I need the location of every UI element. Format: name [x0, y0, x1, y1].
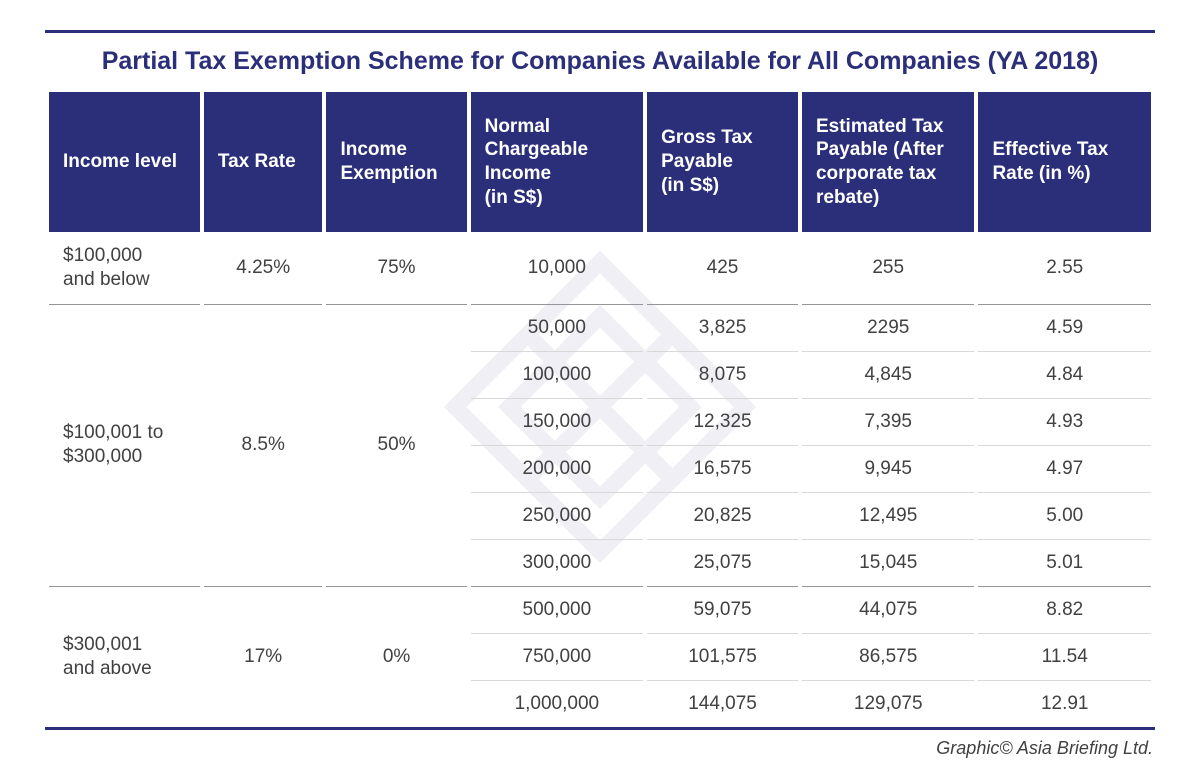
cell-nci: 750,000	[471, 634, 643, 681]
cell-gross: 12,325	[647, 399, 798, 446]
cell-eff: 2.55	[978, 232, 1151, 305]
cell-est: 86,575	[802, 634, 974, 681]
cell-nci: 500,000	[471, 587, 643, 634]
cell-tax-rate: 17%	[204, 587, 323, 727]
cell-income-level: $300,001and above	[49, 587, 200, 727]
col-header-0: Income level	[49, 92, 200, 232]
cell-gross: 101,575	[647, 634, 798, 681]
table-title: Partial Tax Exemption Scheme for Compani…	[45, 33, 1155, 92]
table-row: $300,001and above17%0%500,00059,07544,07…	[49, 587, 1151, 634]
cell-tax-rate: 8.5%	[204, 305, 323, 587]
col-header-3: Normal Chargeable Income(in S$)	[471, 92, 643, 232]
cell-nci: 300,000	[471, 540, 643, 587]
table-header-row: Income levelTax RateIncome ExemptionNorm…	[49, 92, 1151, 232]
cell-est: 15,045	[802, 540, 974, 587]
col-header-2: Income Exemption	[326, 92, 466, 232]
cell-nci: 10,000	[471, 232, 643, 305]
table-container: Partial Tax Exemption Scheme for Compani…	[45, 30, 1155, 730]
cell-gross: 425	[647, 232, 798, 305]
cell-eff: 5.01	[978, 540, 1151, 587]
cell-est: 44,075	[802, 587, 974, 634]
cell-gross: 144,075	[647, 681, 798, 727]
cell-eff: 4.93	[978, 399, 1151, 446]
cell-est: 129,075	[802, 681, 974, 727]
cell-nci: 250,000	[471, 493, 643, 540]
cell-nci: 200,000	[471, 446, 643, 493]
cell-gross: 59,075	[647, 587, 798, 634]
cell-eff: 8.82	[978, 587, 1151, 634]
tax-table: Income levelTax RateIncome ExemptionNorm…	[45, 92, 1155, 727]
cell-nci: 50,000	[471, 305, 643, 352]
cell-est: 255	[802, 232, 974, 305]
cell-income-level: $100,000and below	[49, 232, 200, 305]
cell-nci: 1,000,000	[471, 681, 643, 727]
cell-tax-rate: 4.25%	[204, 232, 323, 305]
cell-eff: 4.84	[978, 352, 1151, 399]
cell-gross: 8,075	[647, 352, 798, 399]
cell-eff: 12.91	[978, 681, 1151, 727]
cell-est: 7,395	[802, 399, 974, 446]
cell-gross: 16,575	[647, 446, 798, 493]
cell-eff: 5.00	[978, 493, 1151, 540]
cell-gross: 20,825	[647, 493, 798, 540]
graphic-credit: Graphic© Asia Briefing Ltd.	[45, 730, 1155, 759]
cell-est: 2295	[802, 305, 974, 352]
cell-nci: 100,000	[471, 352, 643, 399]
col-header-1: Tax Rate	[204, 92, 323, 232]
table-row: $100,000and below4.25%75%10,0004252552.5…	[49, 232, 1151, 305]
cell-nci: 150,000	[471, 399, 643, 446]
table-row: $100,001 to$300,0008.5%50%50,0003,825229…	[49, 305, 1151, 352]
cell-eff: 4.59	[978, 305, 1151, 352]
cell-income-exemption: 0%	[326, 587, 466, 727]
cell-eff: 4.97	[978, 446, 1151, 493]
cell-eff: 11.54	[978, 634, 1151, 681]
cell-income-level: $100,001 to$300,000	[49, 305, 200, 587]
cell-income-exemption: 75%	[326, 232, 466, 305]
col-header-6: Effective Tax Rate (in %)	[978, 92, 1151, 232]
col-header-4: Gross Tax Payable(in S$)	[647, 92, 798, 232]
cell-income-exemption: 50%	[326, 305, 466, 587]
cell-gross: 25,075	[647, 540, 798, 587]
cell-est: 12,495	[802, 493, 974, 540]
cell-est: 9,945	[802, 446, 974, 493]
cell-est: 4,845	[802, 352, 974, 399]
col-header-5: Estimated Tax Payable (After corporate t…	[802, 92, 974, 232]
cell-gross: 3,825	[647, 305, 798, 352]
